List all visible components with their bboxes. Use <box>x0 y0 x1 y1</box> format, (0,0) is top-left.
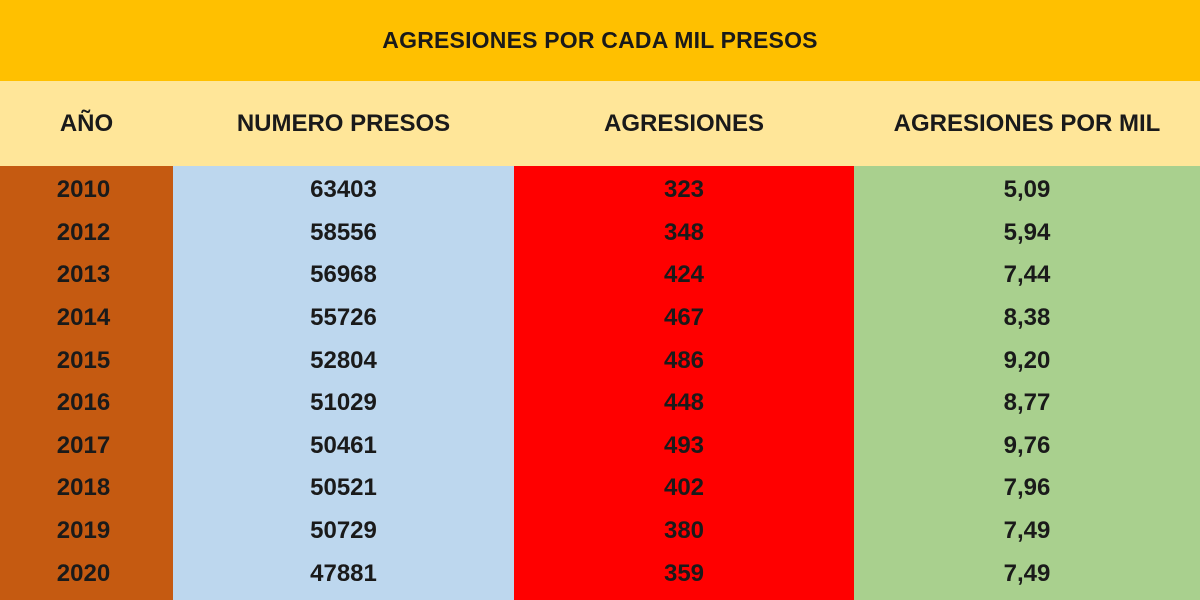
agresiones-por-mil-cell: 9,20 <box>1003 346 1051 374</box>
agresiones-por-mil-cell: 7,49 <box>1003 517 1051 545</box>
agresiones-por-mil-cell: 8,77 <box>1003 389 1051 417</box>
year-cell: 2013 <box>56 261 111 289</box>
numero-presos-cell: 63403 <box>310 176 377 204</box>
agresiones-por-mil-cell: 8,38 <box>1003 304 1051 332</box>
numero-presos-cell: 51029 <box>310 389 377 417</box>
numero-presos-cell: 58556 <box>310 218 377 246</box>
numero-presos-cell: 56968 <box>310 261 377 289</box>
title-bar: AGRESIONES POR CADA MIL PRESOS <box>0 0 1200 81</box>
year-cell: 2012 <box>56 218 111 246</box>
column-agresiones: 323 348 424 467 486 448 493 402 380 359 <box>514 166 854 600</box>
year-cell: 2018 <box>56 474 111 502</box>
header-agresiones-por-mil: AGRESIONES POR MIL <box>893 109 1161 137</box>
agresiones-cell: 380 <box>663 517 705 545</box>
column-year: 2010 2012 2013 2014 2015 2016 2017 2018 2019 2020 <box>0 166 173 600</box>
header-numero-presos: NUMERO PRESOS <box>236 109 451 137</box>
numero-presos-cell: 50461 <box>310 431 377 459</box>
table-body: 2010 2012 2013 2014 2015 2016 2017 2018 2019 2020… <box>0 166 1200 600</box>
numero-presos-cell: 52804 <box>310 346 377 374</box>
year-cell: 2014 <box>56 304 111 332</box>
agresiones-por-mil-cell: 7,49 <box>1003 559 1051 587</box>
column-agresiones-por-mil: 5,09 5,94 7,44 8,38 9,20 8,77 9,76 7,96 7,49 7,49 <box>854 166 1200 600</box>
agresiones-cell: 359 <box>663 559 705 587</box>
agresiones-cell: 448 <box>663 389 705 417</box>
numero-presos-cell: 50521 <box>310 474 377 502</box>
agresiones-por-mil-cell: 5,09 <box>1003 176 1051 204</box>
agresiones-cell: 402 <box>663 474 705 502</box>
numero-presos-cell: 47881 <box>310 559 377 587</box>
agresiones-por-mil-cell: 9,76 <box>1003 431 1051 459</box>
agresiones-cell: 486 <box>663 346 705 374</box>
column-numero-presos: 63403 58556 56968 55726 52804 51029 50461 50521… <box>173 166 514 600</box>
year-cell: 2020 <box>56 559 111 587</box>
year-cell: 2016 <box>56 389 111 417</box>
header-agresiones: AGRESIONES <box>603 109 765 137</box>
numero-presos-cell: 50729 <box>310 517 377 545</box>
agresiones-por-mil-cell: 7,44 <box>1003 261 1051 289</box>
agresiones-por-mil-cell: 5,94 <box>1003 218 1051 246</box>
year-cell: 2019 <box>56 517 111 545</box>
header-year: AÑO <box>59 109 114 137</box>
year-cell: 2015 <box>56 346 111 374</box>
year-cell: 2010 <box>56 176 111 204</box>
agresiones-cell: 424 <box>663 261 705 289</box>
agresiones-cell: 323 <box>663 176 705 204</box>
agresiones-cell: 493 <box>663 431 705 459</box>
year-cell: 2017 <box>56 431 111 459</box>
agresiones-cell: 467 <box>663 304 705 332</box>
agresiones-por-mil-cell: 7,96 <box>1003 474 1051 502</box>
table-title: AGRESIONES POR CADA MIL PRESOS <box>382 27 818 53</box>
header-row: AÑO NUMERO PRESOS AGRESIONES AGRESIONES … <box>0 81 1200 166</box>
agresiones-cell: 348 <box>663 218 705 246</box>
numero-presos-cell: 55726 <box>310 304 377 332</box>
